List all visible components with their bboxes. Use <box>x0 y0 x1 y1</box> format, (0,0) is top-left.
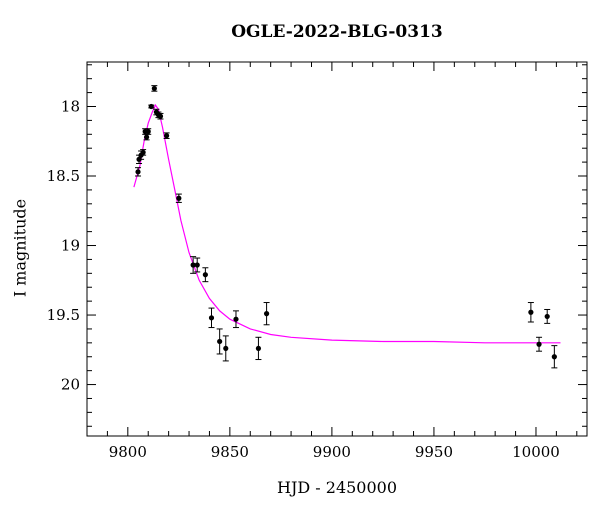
data-marker <box>143 134 150 140</box>
data-point <box>135 167 142 177</box>
data-points-group <box>135 85 558 369</box>
data-point <box>175 193 182 203</box>
data-marker <box>163 133 170 139</box>
x-tick-label: 10000 <box>512 443 560 461</box>
data-marker <box>190 262 196 268</box>
data-point <box>194 257 201 273</box>
x-tick-label: 9900 <box>313 443 351 461</box>
axis-ticks: 9800 9850 9900 9950 10000 18 18.5 19 19.5 20 <box>47 62 587 461</box>
data-point <box>148 103 155 110</box>
y-tick-label: 20 <box>61 376 80 394</box>
data-marker <box>551 354 557 360</box>
data-point <box>145 128 152 135</box>
data-marker <box>135 169 141 175</box>
y-tick-label: 18.5 <box>47 167 80 185</box>
data-marker <box>263 311 270 317</box>
x-tick-label: 9950 <box>415 443 453 461</box>
data-marker <box>140 149 146 155</box>
data-marker <box>176 195 182 201</box>
data-point <box>190 256 197 274</box>
plot-frame <box>86 61 588 437</box>
data-point <box>255 336 262 361</box>
data-marker <box>217 338 223 345</box>
x-tick-label: 9800 <box>109 443 147 461</box>
data-point <box>157 112 164 120</box>
data-point <box>527 302 534 323</box>
data-marker <box>208 315 215 321</box>
y-tick-label: 19.5 <box>47 306 80 324</box>
data-point <box>544 308 551 324</box>
y-tick-label: 19 <box>61 237 80 255</box>
model-curve <box>133 103 561 344</box>
data-marker <box>145 128 151 135</box>
data-marker <box>536 341 542 347</box>
data-point <box>216 328 223 355</box>
data-point <box>536 336 543 352</box>
data-point <box>163 132 170 139</box>
data-marker <box>194 262 200 268</box>
data-marker <box>255 345 262 352</box>
data-marker <box>544 313 550 320</box>
x-tick-label: 9850 <box>211 443 249 461</box>
data-marker <box>202 272 208 278</box>
data-point <box>232 310 239 329</box>
data-marker <box>151 85 157 92</box>
chart-title: OGLE-2022-BLG-0313 <box>231 22 443 42</box>
data-marker <box>528 309 534 315</box>
data-point <box>151 85 158 92</box>
y-tick-label: 18 <box>61 97 80 115</box>
data-marker <box>148 103 154 110</box>
data-point <box>551 345 558 369</box>
data-marker <box>233 316 239 322</box>
data-point <box>202 267 209 283</box>
data-point <box>140 149 147 156</box>
x-axis-label: HJD - 2450000 <box>276 478 398 497</box>
data-marker <box>157 113 164 119</box>
model-curve-group <box>133 103 561 344</box>
data-marker <box>223 345 229 352</box>
data-point <box>208 307 215 329</box>
data-point <box>222 335 229 362</box>
data-point <box>263 302 270 326</box>
